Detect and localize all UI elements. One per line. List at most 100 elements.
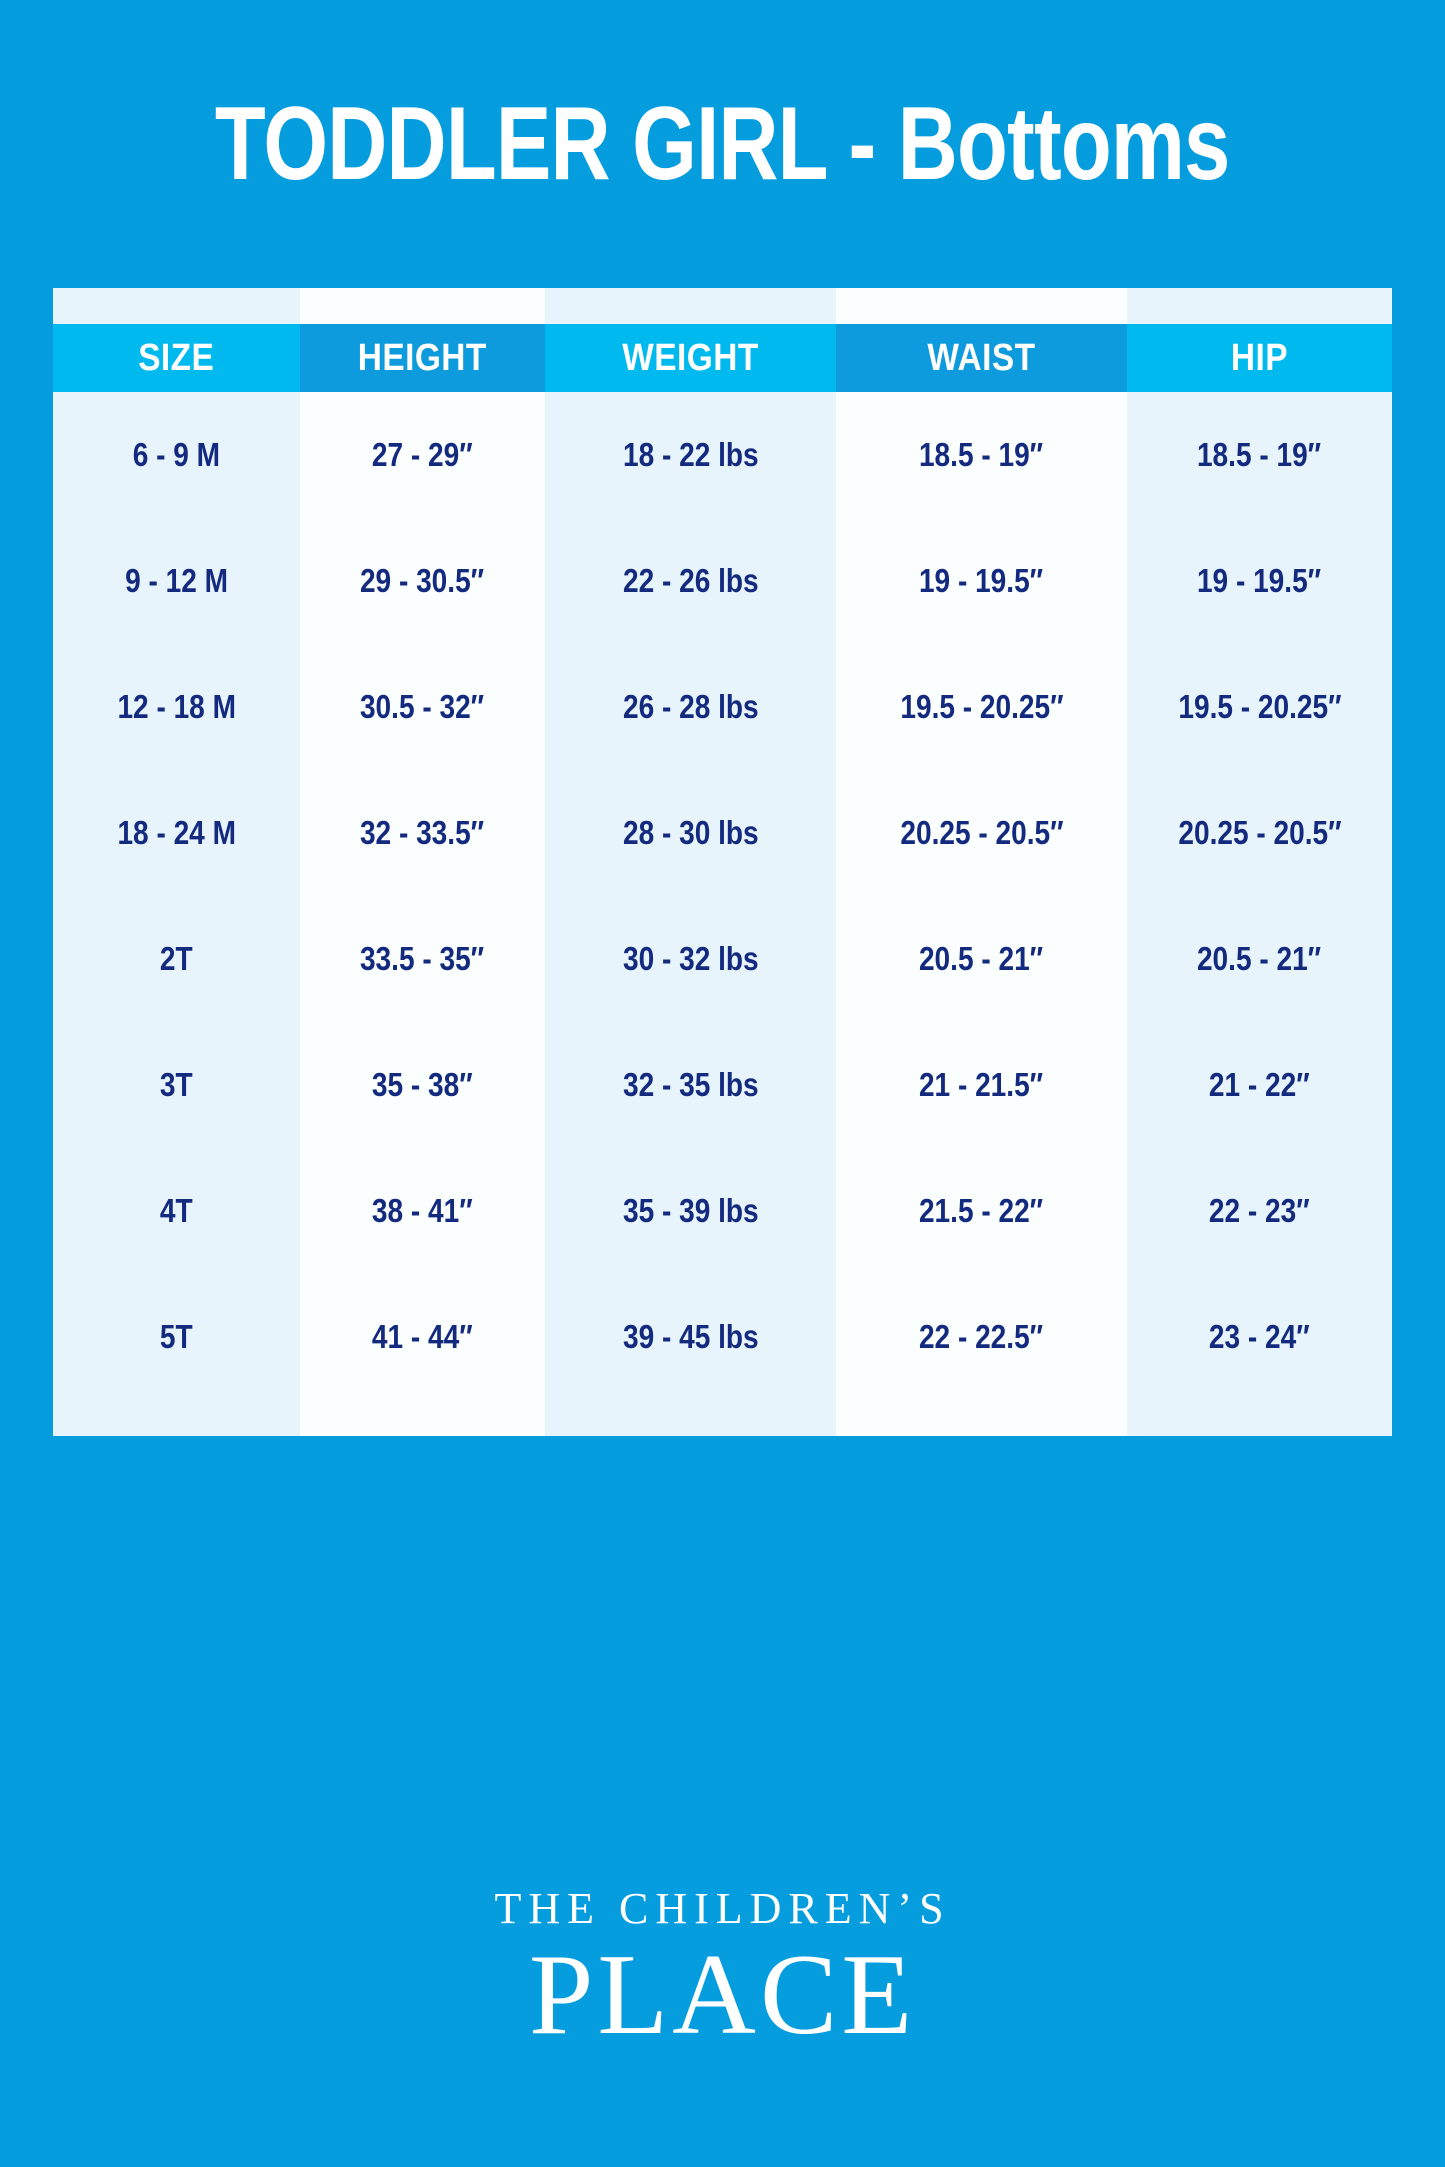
cell-height: 41 - 44″ xyxy=(300,1274,545,1400)
cell-value: 27 - 29″ xyxy=(372,436,473,473)
cell-hip: 20.25 - 20.5″ xyxy=(1127,770,1392,896)
cell-height: 32 - 33.5″ xyxy=(300,770,545,896)
cell-waist: 18.5 - 19″ xyxy=(836,392,1127,518)
cell-value: 22 - 23″ xyxy=(1209,1192,1310,1229)
cell-value: 22 - 22.5″ xyxy=(919,1318,1044,1355)
cell-weight: 32 - 35 lbs xyxy=(545,1022,836,1148)
cell-weight: 30 - 32 lbs xyxy=(545,896,836,1022)
cell-value: 5T xyxy=(160,1318,193,1355)
cell-waist: 20.25 - 20.5″ xyxy=(836,770,1127,896)
column-strip-height xyxy=(300,1400,545,1436)
cell-value: 41 - 44″ xyxy=(372,1318,473,1355)
column-strip-hip xyxy=(1127,1400,1392,1436)
cell-waist: 19.5 - 20.25″ xyxy=(836,644,1127,770)
cell-hip: 19.5 - 20.25″ xyxy=(1127,644,1392,770)
table-row: 12 - 18 M 30.5 - 32″ 26 - 28 lbs 19.5 - … xyxy=(53,644,1392,770)
column-header-label: HIP xyxy=(1230,336,1289,379)
column-strip-weight xyxy=(545,288,836,324)
brand-logo-line2: PLACE xyxy=(528,1931,917,2060)
table-row: 4T 38 - 41″ 35 - 39 lbs 21.5 - 22″ 22 - … xyxy=(53,1148,1392,1274)
column-strip-height xyxy=(300,288,545,324)
table-row: 3T 35 - 38″ 32 - 35 lbs 21 - 21.5″ 21 - … xyxy=(53,1022,1392,1148)
cell-value: 20.25 - 20.5″ xyxy=(899,814,1064,851)
cell-weight: 18 - 22 lbs xyxy=(545,392,836,518)
column-header-hip: HIP xyxy=(1127,324,1392,392)
cell-value: 19 - 19.5″ xyxy=(1197,562,1322,599)
cell-weight: 39 - 45 lbs xyxy=(545,1274,836,1400)
cell-waist: 21.5 - 22″ xyxy=(836,1148,1127,1274)
column-strip-waist xyxy=(836,1400,1127,1436)
cell-waist: 19 - 19.5″ xyxy=(836,518,1127,644)
table-row: 5T 41 - 44″ 39 - 45 lbs 22 - 22.5″ 23 - … xyxy=(53,1274,1392,1400)
column-header-label: WEIGHT xyxy=(622,336,759,379)
cell-hip: 20.5 - 21″ xyxy=(1127,896,1392,1022)
cell-hip: 18.5 - 19″ xyxy=(1127,392,1392,518)
column-header-label: HEIGHT xyxy=(358,336,487,379)
cell-value: 18 - 24 M xyxy=(117,814,236,851)
cell-value: 22 - 26 lbs xyxy=(622,562,759,599)
cell-size: 2T xyxy=(53,896,300,1022)
cell-value: 30.5 - 32″ xyxy=(360,688,485,725)
cell-value: 21 - 21.5″ xyxy=(919,1066,1044,1103)
cell-hip: 19 - 19.5″ xyxy=(1127,518,1392,644)
cell-weight: 35 - 39 lbs xyxy=(545,1148,836,1274)
cell-value: 21 - 22″ xyxy=(1209,1066,1310,1103)
column-header-label: WAIST xyxy=(927,336,1036,379)
cell-value: 3T xyxy=(160,1066,193,1103)
column-header-label: SIZE xyxy=(138,336,215,379)
cell-waist: 20.5 - 21″ xyxy=(836,896,1127,1022)
cell-height: 29 - 30.5″ xyxy=(300,518,545,644)
table-row: 9 - 12 M 29 - 30.5″ 22 - 26 lbs 19 - 19.… xyxy=(53,518,1392,644)
cell-size: 6 - 9 M xyxy=(53,392,300,518)
cell-height: 30.5 - 32″ xyxy=(300,644,545,770)
column-strip-weight xyxy=(545,1400,836,1436)
cell-value: 9 - 12 M xyxy=(125,562,228,599)
cell-value: 19 - 19.5″ xyxy=(919,562,1044,599)
column-strip-size xyxy=(53,288,300,324)
cell-waist: 22 - 22.5″ xyxy=(836,1274,1127,1400)
cell-value: 35 - 39 lbs xyxy=(622,1192,759,1229)
cell-value: 26 - 28 lbs xyxy=(622,688,759,725)
cell-hip: 23 - 24″ xyxy=(1127,1274,1392,1400)
cell-hip: 22 - 23″ xyxy=(1127,1148,1392,1274)
size-chart-table: SIZE HEIGHT WEIGHT WAIST HIP 6 - 9 M 27 … xyxy=(53,288,1392,1436)
table-row: 2T 33.5 - 35″ 30 - 32 lbs 20.5 - 21″ 20.… xyxy=(53,896,1392,1022)
cell-height: 27 - 29″ xyxy=(300,392,545,518)
cell-value: 12 - 18 M xyxy=(117,688,236,725)
brand-logo-line1: THE CHILDREN’S xyxy=(494,1884,951,1933)
cell-size: 9 - 12 M xyxy=(53,518,300,644)
cell-value: 2T xyxy=(160,940,193,977)
cell-size: 4T xyxy=(53,1148,300,1274)
table-row: 6 - 9 M 27 - 29″ 18 - 22 lbs 18.5 - 19″ … xyxy=(53,392,1392,518)
column-header-waist: WAIST xyxy=(836,324,1127,392)
cell-value: 20.5 - 21″ xyxy=(919,940,1044,977)
column-strip-waist xyxy=(836,288,1127,324)
column-top-strip xyxy=(53,288,1392,324)
column-header-weight: WEIGHT xyxy=(545,324,836,392)
cell-height: 38 - 41″ xyxy=(300,1148,545,1274)
cell-size: 3T xyxy=(53,1022,300,1148)
cell-value: 4T xyxy=(160,1192,193,1229)
cell-value: 18.5 - 19″ xyxy=(919,436,1044,473)
column-strip-hip xyxy=(1127,288,1392,324)
cell-value: 20.5 - 21″ xyxy=(1197,940,1322,977)
cell-weight: 22 - 26 lbs xyxy=(545,518,836,644)
page-title: TODDLER GIRL - Bottoms xyxy=(0,92,1445,196)
cell-value: 33.5 - 35″ xyxy=(360,940,485,977)
cell-value: 35 - 38″ xyxy=(372,1066,473,1103)
cell-value: 23 - 24″ xyxy=(1209,1318,1310,1355)
page-title-text: TODDLER GIRL - Bottoms xyxy=(215,86,1230,202)
cell-value: 21.5 - 22″ xyxy=(919,1192,1044,1229)
cell-value: 38 - 41″ xyxy=(372,1192,473,1229)
cell-value: 30 - 32 lbs xyxy=(622,940,759,977)
cell-value: 19.5 - 20.25″ xyxy=(1177,688,1342,725)
cell-value: 6 - 9 M xyxy=(132,436,221,473)
cell-value: 32 - 35 lbs xyxy=(622,1066,759,1103)
cell-weight: 26 - 28 lbs xyxy=(545,644,836,770)
cell-size: 12 - 18 M xyxy=(53,644,300,770)
cell-height: 33.5 - 35″ xyxy=(300,896,545,1022)
brand-logo: THE CHILDREN’S PLACE xyxy=(0,1884,1445,2060)
column-strip-size xyxy=(53,1400,300,1436)
cell-value: 32 - 33.5″ xyxy=(360,814,485,851)
